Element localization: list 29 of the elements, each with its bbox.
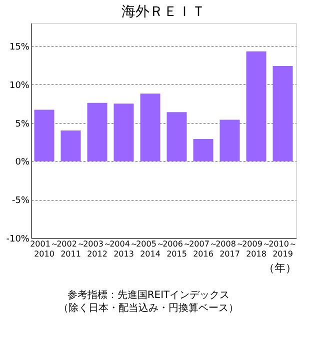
text: 参考指標：先進国REITインデックス（除く日本・配当込み・円換算ベース）	[58, 289, 238, 314]
bar	[87, 102, 108, 162]
bar	[60, 130, 81, 162]
y-tick-label: 5%	[15, 119, 30, 130]
bar	[220, 120, 240, 162]
x-tick-label: 2008～ 2017	[216, 240, 244, 258]
bar	[114, 104, 134, 162]
y-tick-label: 0%	[15, 158, 30, 168]
x-tick-label: 2007～ 2016	[189, 240, 218, 258]
bar	[166, 112, 187, 162]
bar	[34, 110, 54, 162]
bar	[193, 138, 214, 162]
bar	[140, 94, 160, 162]
x-tick-label: 2004～ 2013	[110, 240, 138, 258]
bar	[272, 66, 293, 162]
x-tick-label: 2006～ 2015	[162, 240, 191, 258]
x-tick-label: 2003～ 2012	[83, 240, 112, 258]
y-tick-label: 10%	[9, 80, 30, 91]
y-tick-label: -5%	[12, 196, 30, 206]
x-tick-label: 2010～ 2019	[268, 240, 297, 258]
chart-title: 海外ＲＥＩＴ	[122, 4, 206, 20]
bar	[246, 51, 266, 162]
x-tick-label: 2002～ 2011	[56, 240, 85, 258]
x-tick-label: 2009～ 2018	[242, 240, 270, 258]
y-tick-label: 15%	[9, 42, 30, 53]
x-tick-label: 2001～ 2010	[30, 240, 58, 258]
x-axis-title: （年）	[264, 262, 296, 274]
x-tick-label: 2005～ 2014	[136, 240, 164, 258]
y-tick-label: -10%	[6, 234, 30, 244]
